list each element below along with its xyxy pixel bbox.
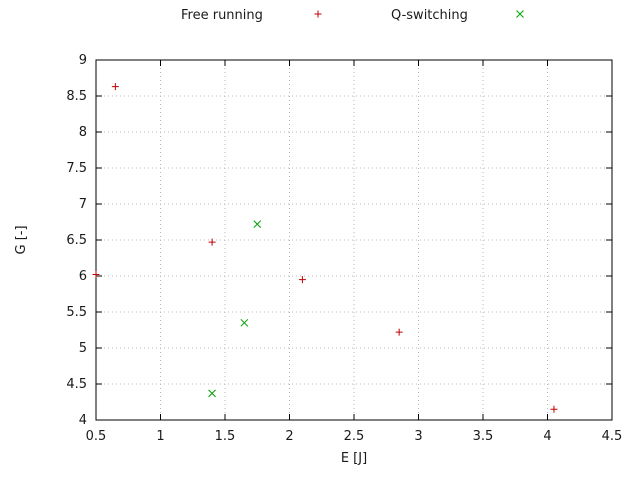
legend-plus-marker-icon bbox=[314, 10, 322, 18]
y-tick-label: 5 bbox=[79, 341, 87, 356]
x-tick-label: 3.5 bbox=[473, 429, 494, 444]
x-tick-label: 2.5 bbox=[344, 429, 365, 444]
x-tick-label: 4 bbox=[543, 429, 551, 444]
y-tick-label: 4.5 bbox=[66, 377, 87, 392]
x-axis-title: E [J] bbox=[341, 451, 367, 466]
x-tick-label: 1.5 bbox=[215, 429, 236, 444]
y-axis-title: G [-] bbox=[14, 225, 29, 254]
y-tick-label: 6 bbox=[79, 269, 87, 284]
legend-x-marker-icon bbox=[516, 10, 524, 18]
y-tick-label: 8 bbox=[79, 125, 87, 140]
y-tick-label: 6.5 bbox=[66, 233, 87, 248]
x-tick-label: 0.5 bbox=[86, 429, 107, 444]
legend-label-q-switching: Q-switching bbox=[391, 8, 468, 23]
x-tick-label: 2 bbox=[285, 429, 293, 444]
data-point-plus-icon bbox=[92, 271, 100, 279]
data-point-plus-icon bbox=[298, 276, 306, 284]
data-point-x-icon bbox=[240, 318, 249, 327]
y-tick-label: 4 bbox=[79, 413, 87, 428]
data-point-x-icon bbox=[253, 220, 262, 229]
data-point-plus-icon bbox=[550, 405, 558, 413]
y-tick-label: 7 bbox=[79, 197, 87, 212]
plot-border bbox=[95, 59, 613, 421]
x-tick-label: 1 bbox=[156, 429, 164, 444]
y-tick-label: 7.5 bbox=[66, 161, 87, 176]
y-tick-label: 5.5 bbox=[66, 305, 87, 320]
x-tick-label: 4.5 bbox=[602, 429, 623, 444]
y-tick-label: 8.5 bbox=[66, 89, 87, 104]
y-tick-label: 9 bbox=[79, 53, 87, 68]
data-point-plus-icon bbox=[395, 328, 403, 336]
data-point-plus-icon bbox=[111, 83, 119, 91]
data-point-plus-icon bbox=[208, 238, 216, 246]
x-tick-label: 3 bbox=[414, 429, 422, 444]
data-point-x-icon bbox=[208, 389, 216, 398]
legend-label-free-running: Free running bbox=[181, 8, 263, 23]
